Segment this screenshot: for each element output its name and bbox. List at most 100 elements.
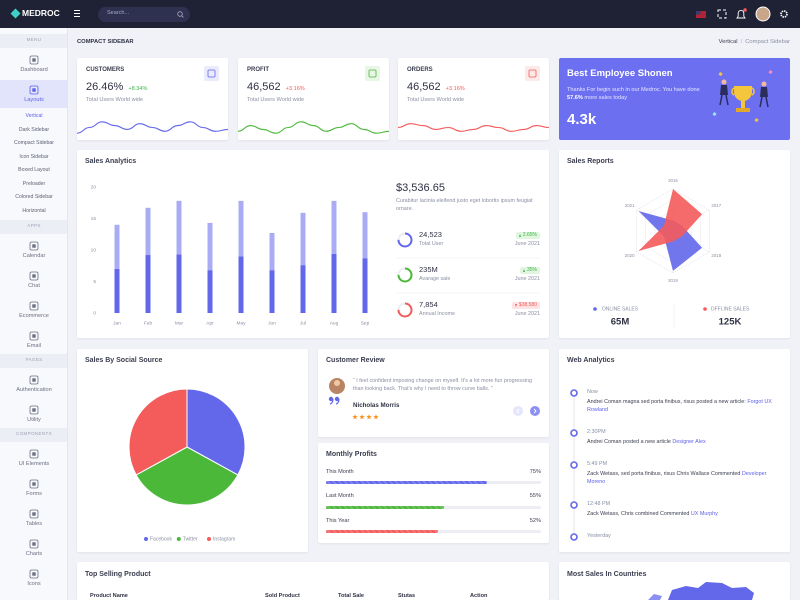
employee-text-part: more sales today (582, 94, 628, 101)
sidebar-subitem[interactable]: Dark Sidebar (18, 126, 50, 133)
trend-arrow (522, 268, 525, 272)
sidebar-subitem[interactable]: Vertical (25, 113, 43, 120)
sidebar-section-band (0, 34, 67, 48)
sidebar-item[interactable]: Icons (27, 580, 41, 587)
breadcrumb-item: Compact Sidebar (745, 39, 790, 45)
item-value: 235M (419, 265, 438, 275)
sidebar-section-band (0, 354, 67, 368)
sidebar-item[interactable]: Forms (26, 490, 42, 497)
card-title: Sales By Social Source (85, 357, 163, 365)
breadcrumb: Vertical / Compact Sidebar (718, 39, 790, 46)
trend-badge: 2.65% (515, 231, 540, 239)
search-input[interactable]: Search... (107, 10, 130, 17)
trend-badge: $38,580 (511, 301, 540, 309)
sidebar-item[interactable]: Email (27, 342, 41, 349)
event-description: Zack Wetass, Chris combined Commented (587, 511, 691, 517)
progress-value: 55% (529, 493, 541, 500)
event-link[interactable]: UX Murphy (690, 511, 718, 517)
card-title: Top Selling Product (85, 571, 151, 579)
stat-title: CUSTOMERS (86, 66, 125, 73)
card-title: Most Sales In Countries (567, 571, 647, 579)
stat-value: 46,562 (407, 81, 441, 93)
sidebar-section-title: APPS (27, 223, 41, 229)
sidebar-item[interactable]: Calendar (22, 252, 46, 259)
employee-highlight: 57.6% (567, 94, 583, 101)
progress-label: This Year (326, 517, 350, 524)
sidebar-active-bg (0, 80, 67, 108)
item-date: June 2021 (514, 241, 540, 248)
card-title: Web Analytics (567, 357, 615, 365)
stat-value: 46,562 (247, 81, 281, 93)
event-time: Yesterday (587, 533, 611, 540)
sidebar-item[interactable]: Utility (27, 416, 41, 423)
stat-value: 26.46% (86, 81, 124, 93)
stat-title: PROFIT (247, 66, 269, 73)
sidebar-item[interactable]: Charts (25, 550, 43, 557)
sidebar-subitem[interactable]: Horizontal (22, 207, 46, 214)
event-text: Zack Wetass, sed porta finibus, risus Ch… (587, 470, 777, 486)
table-header: Action (470, 592, 488, 599)
trend-arrow (514, 303, 517, 307)
sidebar-subitem[interactable]: Colored Sidebar (15, 194, 53, 201)
progress-track (326, 530, 541, 533)
sales-analytics-card (77, 150, 549, 338)
item-date: June 2021 (514, 276, 540, 283)
top-selling-card (77, 562, 549, 600)
trend-value: 35% (526, 266, 537, 273)
event-time: 2:30PM (587, 429, 606, 436)
reviewer-name: Nicholas Morris (353, 401, 400, 409)
item-value: 24,523 (419, 230, 442, 240)
customer-review-card (318, 349, 549, 437)
event-time: Now (587, 389, 598, 396)
item-date: June 2021 (514, 311, 540, 318)
progress-bar (326, 505, 445, 509)
sidebar-item[interactable]: UI Elements (18, 460, 50, 467)
sidebar-subitem[interactable]: Preloader (22, 180, 46, 187)
sidebar-item[interactable]: Dashboard (20, 66, 48, 73)
breadcrumb-item[interactable]: Vertical (718, 39, 738, 45)
progress-label: This Month (326, 468, 354, 475)
stat-value-row: 46,562 +3.16% (247, 82, 305, 93)
employee-title: Best Employee Shonen (567, 67, 673, 79)
card-title: Monthly Profits (326, 451, 377, 459)
table-header: Product Name (90, 592, 128, 599)
sales-description: Curabitur lacinia eleifend justo eget lo… (396, 198, 533, 212)
sidebar-section-title: PAGES (25, 357, 43, 363)
sidebar-item[interactable]: Layouts (24, 96, 44, 103)
event-link[interactable]: Designer Alex (672, 439, 706, 445)
stat-value-row: 46,562 +3.16% (407, 82, 465, 93)
sidebar-subitem[interactable]: Compact Sidebar (13, 140, 55, 147)
trend-value: $38,580 (518, 301, 537, 308)
card-title: Customer Review (326, 357, 385, 365)
stat-icon-bg (365, 66, 380, 81)
event-description: Andrei Coman posted a new article (587, 439, 673, 445)
stat-title: ORDERS (407, 66, 433, 73)
event-link[interactable]: Forgot UX Rowland (587, 399, 772, 414)
sidebar-item[interactable]: Tables (25, 520, 43, 527)
sidebar-item[interactable]: Chat (28, 282, 40, 289)
stat-icon-bg (525, 66, 540, 81)
card-title: Sales Reports (567, 158, 614, 166)
event-link[interactable]: Developer Moreno (587, 471, 767, 486)
countries-card (559, 562, 790, 600)
stat-note: Total Users World wide (86, 96, 144, 103)
page-title: COMPACT SIDEBAR (77, 38, 134, 45)
employee-value: 4.3k (567, 110, 597, 128)
progress-bar (326, 530, 438, 533)
event-time: 12:48 PM (587, 501, 611, 508)
sidebar-subitem[interactable]: Icon Sidebar (19, 153, 49, 160)
progress-bar (326, 481, 488, 484)
sidebar-subitem[interactable]: Boxed Layout (18, 167, 50, 174)
progress-value: 52% (529, 517, 541, 524)
sidebar-section-title: COMPONENTS (16, 431, 52, 437)
sales-total: $3,536.65 (396, 181, 445, 194)
sales-reports-card (559, 150, 790, 338)
sidebar-section-band (0, 428, 67, 442)
sidebar-item[interactable]: Ecommerce (19, 312, 49, 319)
sidebar-item[interactable]: Authentication (16, 386, 52, 393)
progress-track (326, 505, 541, 509)
event-text: Andrei Coman magna sed porta finibus, ri… (587, 398, 777, 414)
item-label: Total User (419, 241, 444, 248)
stat-change: +3.16% (285, 86, 305, 92)
